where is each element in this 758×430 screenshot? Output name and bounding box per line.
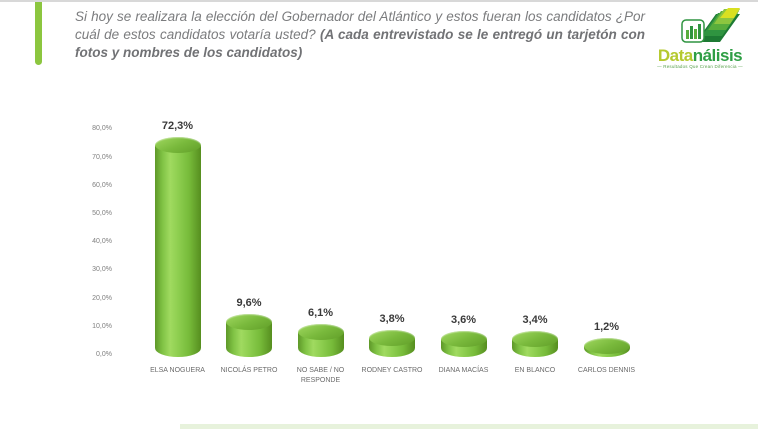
logo-tagline: — Resultados Que Crean Diferencia —: [657, 64, 743, 69]
bar-value-label: 3,4%: [522, 314, 548, 327]
y-axis-tick-label: 20,0%: [92, 294, 112, 302]
bar-chart: 0,0% 10,0% 20,0% 30,0% 40,0% 50,0% 60,0% 70,0% 8…: [0, 92, 758, 402]
x-axis-category-label: NO SABE / NO RESPONDE: [296, 367, 345, 384]
bar-2: [297, 323, 344, 357]
bar-top-ellipse: [369, 330, 415, 347]
bar-chart-icon: [686, 24, 701, 39]
y-axis-tick-label: 30,0%: [92, 266, 112, 274]
y-axis-tick-label: 70,0%: [92, 153, 112, 161]
y-axis-tick-label: 50,0%: [92, 210, 112, 217]
y-axis-tick-label: 60,0%: [92, 181, 112, 189]
y-axis-tick-label: 40,0%: [92, 238, 112, 246]
bar-5: [512, 331, 558, 357]
x-axis-category-label: NICOLÁS PETRO: [220, 367, 278, 374]
x-axis-category-label: ELSA NOGUERA: [150, 367, 205, 374]
bar-6: [583, 337, 630, 357]
bar-top-ellipse: [440, 330, 487, 347]
footer-strip: [180, 424, 758, 429]
survey-question-note: (A cada entrevistado se le entregó un ta…: [75, 27, 645, 60]
bar-0: [154, 137, 201, 357]
bar-body: [154, 145, 201, 357]
bar-top-ellipse: [226, 313, 272, 330]
bar-3: [369, 330, 415, 357]
logo-wordmark-data: Data: [657, 46, 693, 65]
bar-value-label: 9,6%: [236, 296, 262, 309]
accent-bar: [35, 2, 42, 65]
logo-wordmark-nalisis: nálisis: [692, 46, 743, 65]
bar-value-label: 3,6%: [450, 313, 477, 326]
x-axis-category-label: DIANA MACÍAS: [438, 367, 489, 374]
datanalisis-logo: Datanálisis — Resultados Que Crean Difer…: [646, 6, 754, 72]
y-axis-tick-label: 0,0%: [96, 351, 112, 358]
bar-value-label: 3,8%: [379, 313, 405, 326]
bar-top-ellipse: [583, 337, 630, 354]
survey-question-text: Si hoy se realizara la elección del Gobe…: [75, 9, 645, 42]
bar-top-ellipse: [154, 137, 201, 154]
bar-1: [226, 313, 272, 357]
y-axis-tick-label: 10,0%: [92, 322, 112, 330]
x-axis-category-label: RODNEY CASTRO: [361, 367, 423, 374]
bar-value-label: 1,2%: [593, 320, 620, 333]
logo-swoosh-icon: [681, 8, 740, 43]
bar-value-label: 6,1%: [307, 306, 334, 319]
y-axis-tick-label: 80,0%: [92, 125, 112, 133]
bar-top-ellipse: [297, 323, 344, 340]
x-axis-category-label: CARLOS DENNIS: [577, 367, 636, 374]
survey-question-title: Si hoy se realizara la elección del Gobe…: [75, 8, 645, 62]
bar-value-label: 72,3%: [161, 120, 194, 133]
bar-top-ellipse: [512, 331, 558, 348]
logo-wordmark: Datanálisis: [648, 46, 752, 66]
bar-4: [440, 330, 487, 357]
x-axis-category-label: EN BLANCO: [514, 367, 556, 374]
